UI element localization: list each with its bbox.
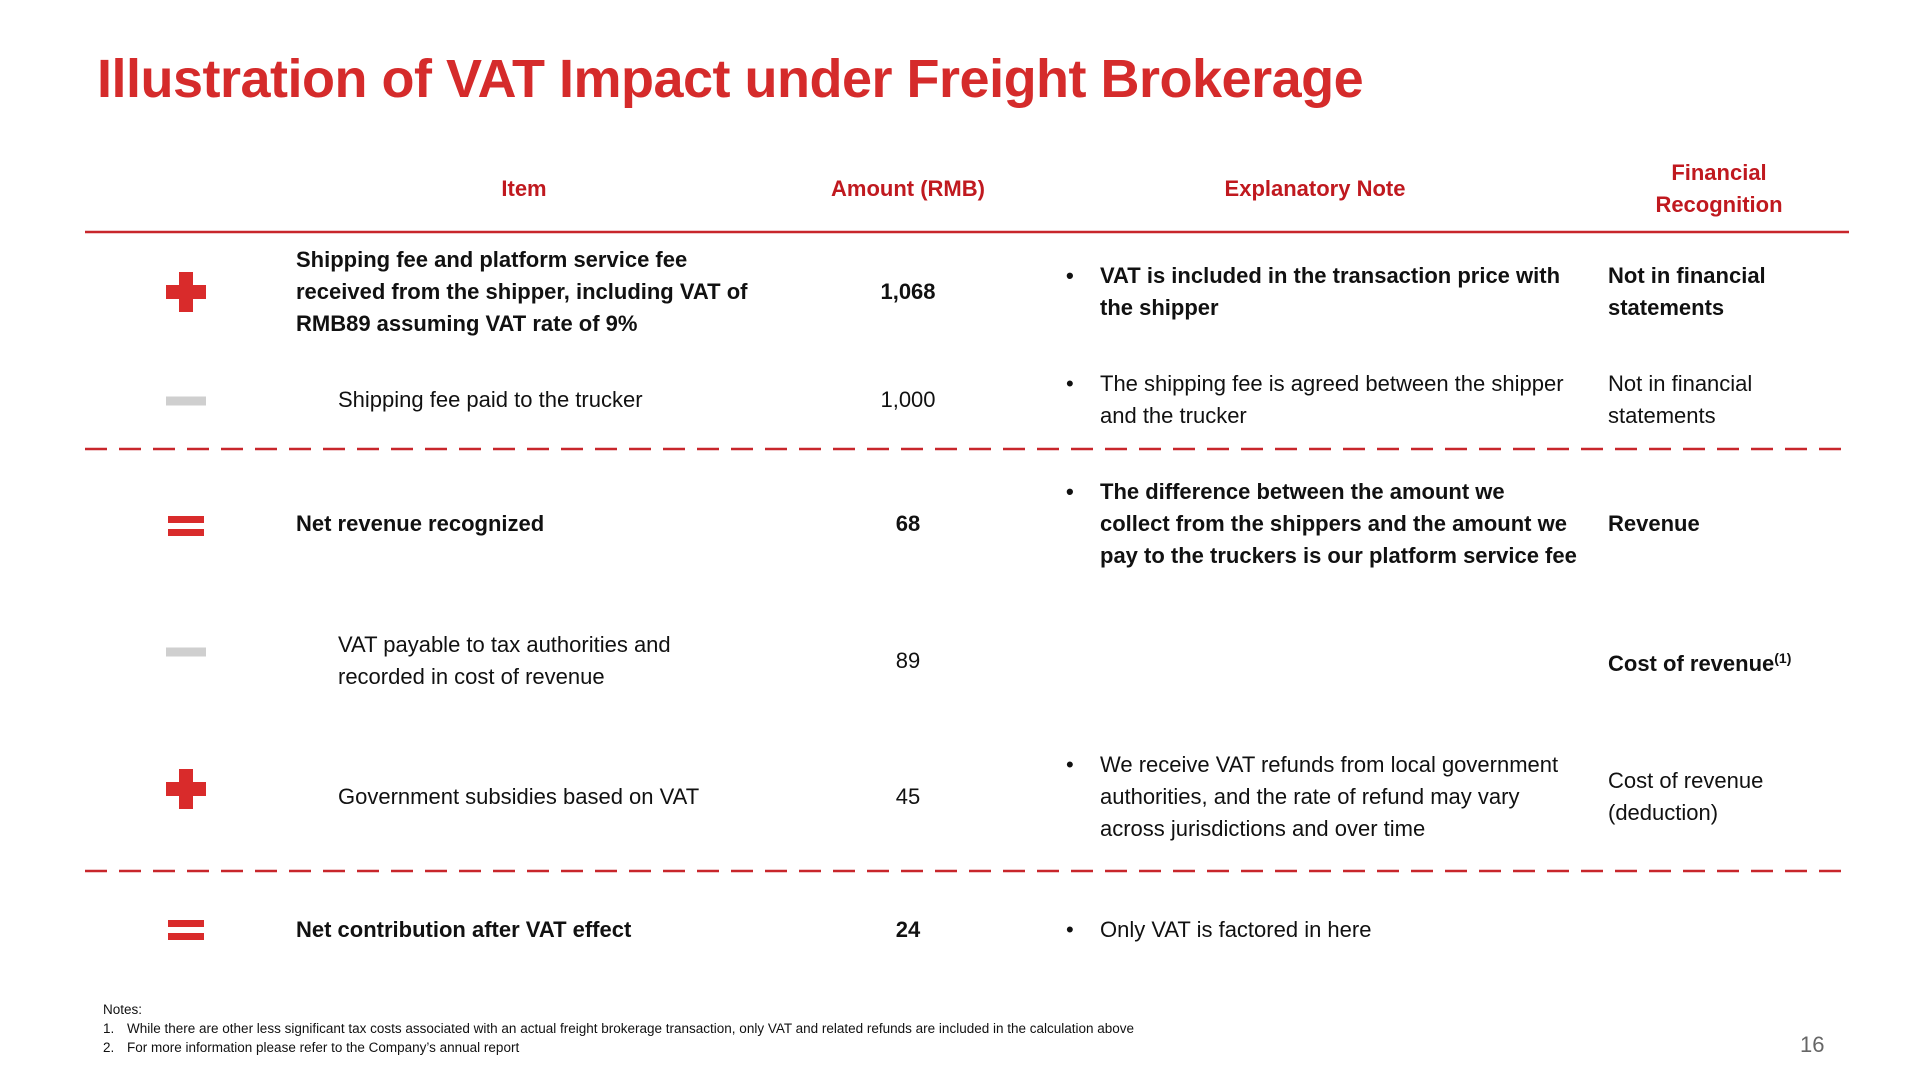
minus-icon xyxy=(166,647,206,657)
recognition-text: Cost of revenue xyxy=(1608,651,1775,677)
note: We receive VAT refunds from local govern… xyxy=(1066,749,1580,845)
recognition: Cost of revenue (deduction) xyxy=(1608,768,1764,825)
note: VAT is included in the transaction price… xyxy=(1066,260,1580,324)
amount: 24 xyxy=(895,917,921,942)
equals-icon xyxy=(168,516,204,536)
amount: 45 xyxy=(895,784,921,809)
header-cell: Item xyxy=(501,176,547,201)
note-number: 2. xyxy=(103,1040,115,1055)
note-number: 1. xyxy=(103,1021,115,1036)
note-item: 1. While there are other less significant… xyxy=(103,1021,1134,1036)
footnote-ref: (1) xyxy=(1774,649,1792,666)
page-number: 16 xyxy=(1800,1032,1825,1057)
amount: 89 xyxy=(895,648,921,673)
recognition: Cost of revenue(1) xyxy=(1608,642,1868,680)
note: The difference between the amount we col… xyxy=(1066,476,1580,572)
slide-title: Illustration of VAT Impact under Freight… xyxy=(97,49,1364,109)
recognition: Not in financial statements xyxy=(1608,371,1753,428)
recognition: Revenue xyxy=(1608,511,1700,536)
item: Government subsidies based on VAT xyxy=(338,784,700,809)
note: Only VAT is factored in here xyxy=(1066,914,1580,946)
item: Net contribution after VAT effect xyxy=(296,917,632,942)
amount: 1,068 xyxy=(880,279,936,304)
amount: 1,000 xyxy=(880,387,936,412)
item: Shipping fee and platform service fee re… xyxy=(296,247,748,336)
note-text: For more information please refer to the… xyxy=(127,1040,520,1055)
header-cell: Explanatory Note xyxy=(1224,176,1406,201)
note-text: While there are other less significant t… xyxy=(127,1021,1135,1036)
amount: 68 xyxy=(895,511,921,536)
equals-icon xyxy=(168,920,204,940)
note-item: 2. For more information please refer to t… xyxy=(103,1040,519,1055)
notes-heading: Notes: xyxy=(103,1002,143,1017)
header-cell: Amount (RMB) xyxy=(831,176,985,201)
item: VAT payable to tax authorities and recor… xyxy=(338,632,671,689)
note: The shipping fee is agreed between the s… xyxy=(1066,368,1580,432)
minus-icon xyxy=(166,396,206,406)
header-cell: Financial Recognition xyxy=(1655,160,1783,217)
plus-icon xyxy=(166,769,206,809)
item: Shipping fee paid to the trucker xyxy=(338,387,643,412)
item: Net revenue recognized xyxy=(296,511,545,536)
recognition: Not in financial statements xyxy=(1608,263,1766,320)
plus-icon xyxy=(166,272,206,312)
